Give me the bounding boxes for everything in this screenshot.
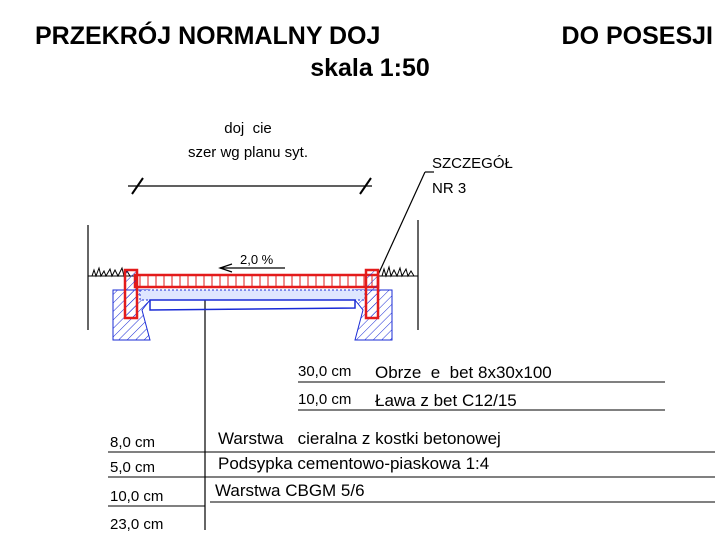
thickness: 8,0 cm <box>110 434 155 451</box>
pavement <box>123 268 380 320</box>
total-thickness: 23,0 cm <box>110 516 163 533</box>
layer-name: Warstwa CBGM 5/6 <box>215 481 365 500</box>
detail-label: NR 3 <box>432 180 466 197</box>
foundation <box>112 289 393 341</box>
dimension <box>87 171 434 530</box>
slope-label: 2,0 % <box>240 252 274 267</box>
layer-name: Warstwa cieralna z kostki betonowej <box>218 429 501 448</box>
detail-label: SZCZEGÓŁ <box>432 155 513 172</box>
layer-name: Obrze e bet 8x30x100 <box>375 363 552 382</box>
thickness: 5,0 cm <box>110 459 155 476</box>
title-right: DO POSESJI <box>562 22 713 50</box>
layer-name: Ława z bet C12/15 <box>375 391 517 410</box>
layer-name: Podsypka cementowo-piaskowa 1:4 <box>218 454 489 473</box>
title-left: PRZEKRÓJ NORMALNY DOJ <box>35 20 380 50</box>
thickness: 10,0 cm <box>110 488 163 505</box>
layer-table <box>108 381 715 507</box>
width-label: doj cie <box>224 120 272 137</box>
width-label: szer wg planu syt. <box>188 144 308 161</box>
subtitle: skala 1:50 <box>310 54 430 82</box>
thickness: 30,0 cm <box>298 363 351 380</box>
thickness: 10,0 cm <box>298 391 351 408</box>
